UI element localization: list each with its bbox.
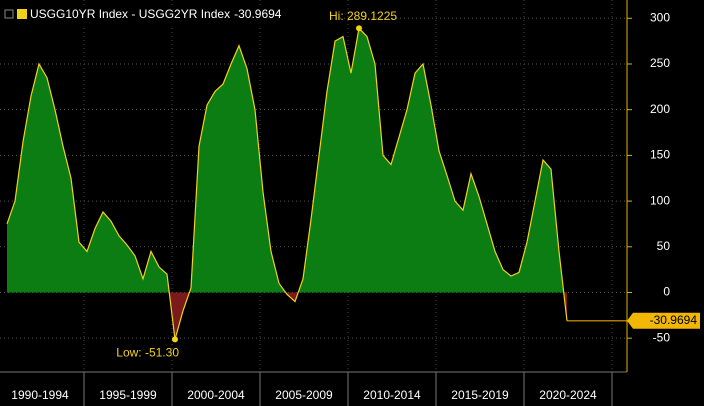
line (6, 26, 568, 340)
area-positive (7, 28, 564, 293)
legend-bg (0, 5, 330, 25)
y-tick-label: 50 (657, 239, 671, 253)
x-tick-label: 2015-2019 (451, 388, 509, 402)
x-tick-label: 1995-1999 (99, 388, 157, 402)
y-tick-label: 200 (650, 102, 670, 116)
y-tick-label: 250 (650, 56, 670, 70)
area-negative (7, 292, 567, 340)
x-tick-label: 1990-1994 (11, 388, 69, 402)
y-tick-label: 100 (650, 193, 670, 207)
y-tick-label: -50 (653, 330, 671, 344)
last-value-box (627, 312, 700, 329)
y-tick-label: 150 (650, 148, 670, 162)
high-marker (356, 25, 362, 32)
x-tick-label: 2010-2014 (363, 388, 421, 402)
legend-box (4, 9, 14, 19)
high-label: Hi: 289.1225 (329, 9, 397, 23)
low-label: Low: -51.30 (116, 346, 179, 360)
legend-swatch (17, 9, 27, 19)
x-axis-band (0, 372, 704, 406)
legend-value: -30.9694 (234, 7, 282, 21)
legend-label: USGG10YR Index - USGG2YR Index (30, 7, 230, 21)
y-tick-label: 300 (650, 10, 670, 24)
y-tick-label: 0 (663, 285, 670, 299)
last-value-label: -30.9694 (650, 313, 698, 327)
x-tick-label: 2005-2009 (275, 388, 333, 402)
low-marker (172, 336, 178, 343)
x-tick-label: 2020-2024 (539, 388, 597, 402)
x-tick-label: 2000-2004 (187, 388, 245, 402)
